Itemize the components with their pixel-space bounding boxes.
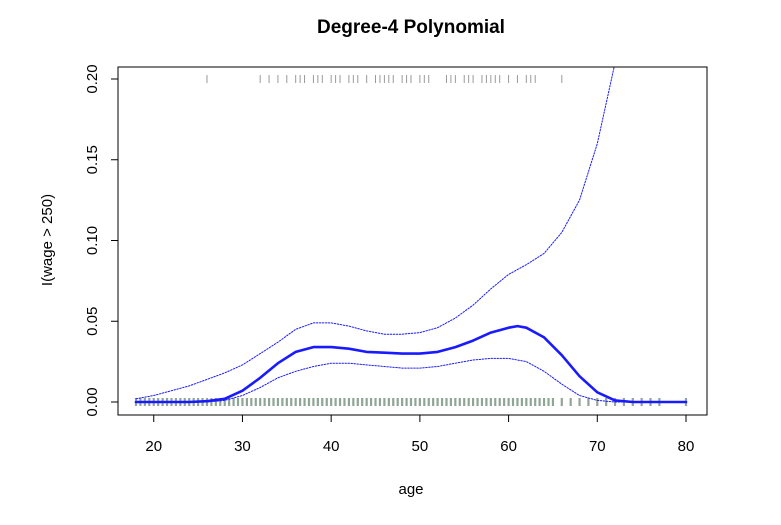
x-tick-label: 80 [678, 438, 695, 455]
x-tick-label: 50 [412, 438, 429, 455]
x-tick-label: 60 [500, 438, 517, 455]
x-tick-label: 40 [323, 438, 340, 455]
chart-title: Degree-4 Polynomial [317, 17, 505, 38]
y-tick-label: 0.05 [84, 307, 101, 336]
y-axis: 0.00 0.05 0.10 0.15 0.20 [84, 64, 119, 417]
rug-marks [134, 75, 688, 406]
y-axis-label: I(wage > 250) [39, 194, 56, 286]
series-group [134, 67, 688, 404]
y-tick-label: 0.15 [84, 145, 101, 174]
plot-frame [117, 66, 708, 416]
x-tick-label: 30 [234, 438, 251, 455]
x-axis-label: age [398, 481, 423, 498]
x-tick-label: 20 [145, 438, 162, 455]
y-tick-label: 0.00 [84, 387, 101, 416]
upper-band-line [135, 67, 615, 400]
x-tick-label: 70 [589, 438, 606, 455]
y-tick-label: 0.20 [84, 64, 101, 93]
fit-line [134, 324, 688, 404]
x-axis: 20 30 40 50 60 70 80 [145, 414, 695, 455]
lower-band-line [135, 357, 687, 403]
y-tick-label: 0.10 [84, 226, 101, 255]
